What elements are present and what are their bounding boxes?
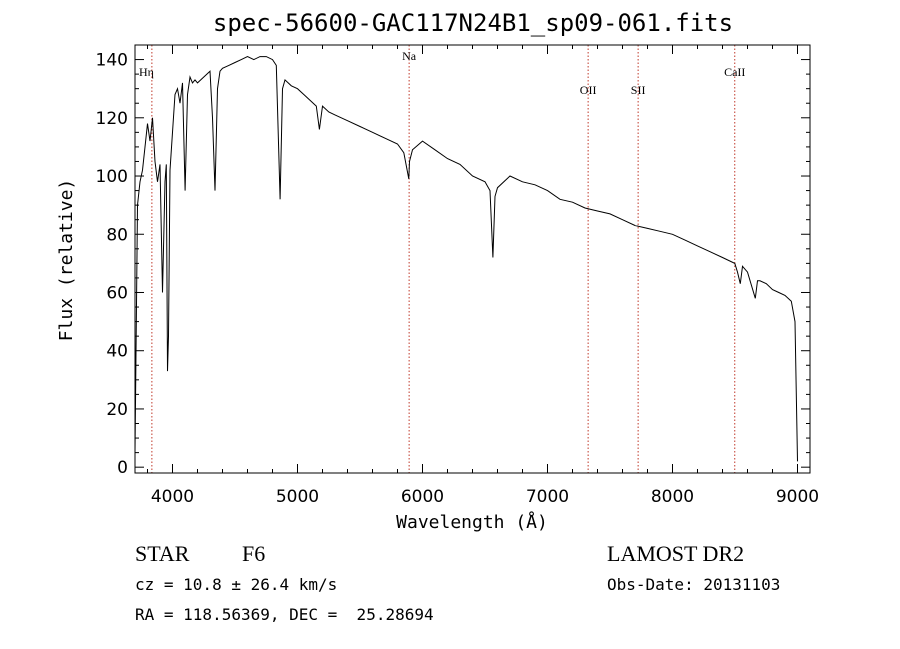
spectrum-series	[134, 56, 798, 462]
line-label: OII	[580, 83, 597, 97]
line-label: SII	[631, 83, 646, 97]
x-axis-label: Wavelength (Å)	[396, 511, 548, 533]
x-tick-label: 5000	[276, 487, 319, 507]
y-tick-label: 20	[106, 400, 128, 420]
x-tick-label: 4000	[151, 487, 194, 507]
plot-frame	[134, 44, 811, 474]
survey-name: LAMOST DR2	[607, 541, 745, 566]
x-axis: 4000 5000 6000 7000 8000 9000	[147, 45, 819, 507]
y-axis-label: Flux (relative)	[56, 179, 77, 342]
x-tick-label: 8000	[651, 487, 694, 507]
y-tick-label: 80	[106, 225, 128, 245]
y-tick-label: 120	[96, 109, 128, 129]
line-label: Na	[402, 49, 417, 63]
redshift-value: cz = 10.8 ± 26.4 km/s	[135, 575, 338, 594]
y-tick-label: 60	[106, 283, 128, 303]
object-subclass: F6	[242, 541, 266, 566]
x-tick-label: 6000	[401, 487, 444, 507]
y-tick-label: 40	[106, 342, 128, 362]
y-tick-label: 0	[117, 458, 128, 478]
y-axis: 0 20 40 60 80 100 120 140	[96, 51, 810, 478]
y-tick-label: 100	[96, 167, 128, 187]
x-tick-label: 9000	[776, 487, 819, 507]
coordinates: RA = 118.56369, DEC = 25.28694	[135, 605, 434, 624]
object-class: STAR	[135, 541, 190, 566]
line-label: CaII	[724, 65, 745, 79]
chart-title: spec-56600-GAC117N24B1_sp09-061.fits	[213, 9, 733, 37]
observation-date: Obs-Date: 20131103	[607, 575, 781, 594]
x-tick-label: 7000	[526, 487, 569, 507]
y-tick-label: 140	[96, 51, 128, 71]
spectral-line-markers: Hη Na OII SII CaII	[139, 45, 745, 473]
line-label: Hη	[139, 65, 154, 79]
